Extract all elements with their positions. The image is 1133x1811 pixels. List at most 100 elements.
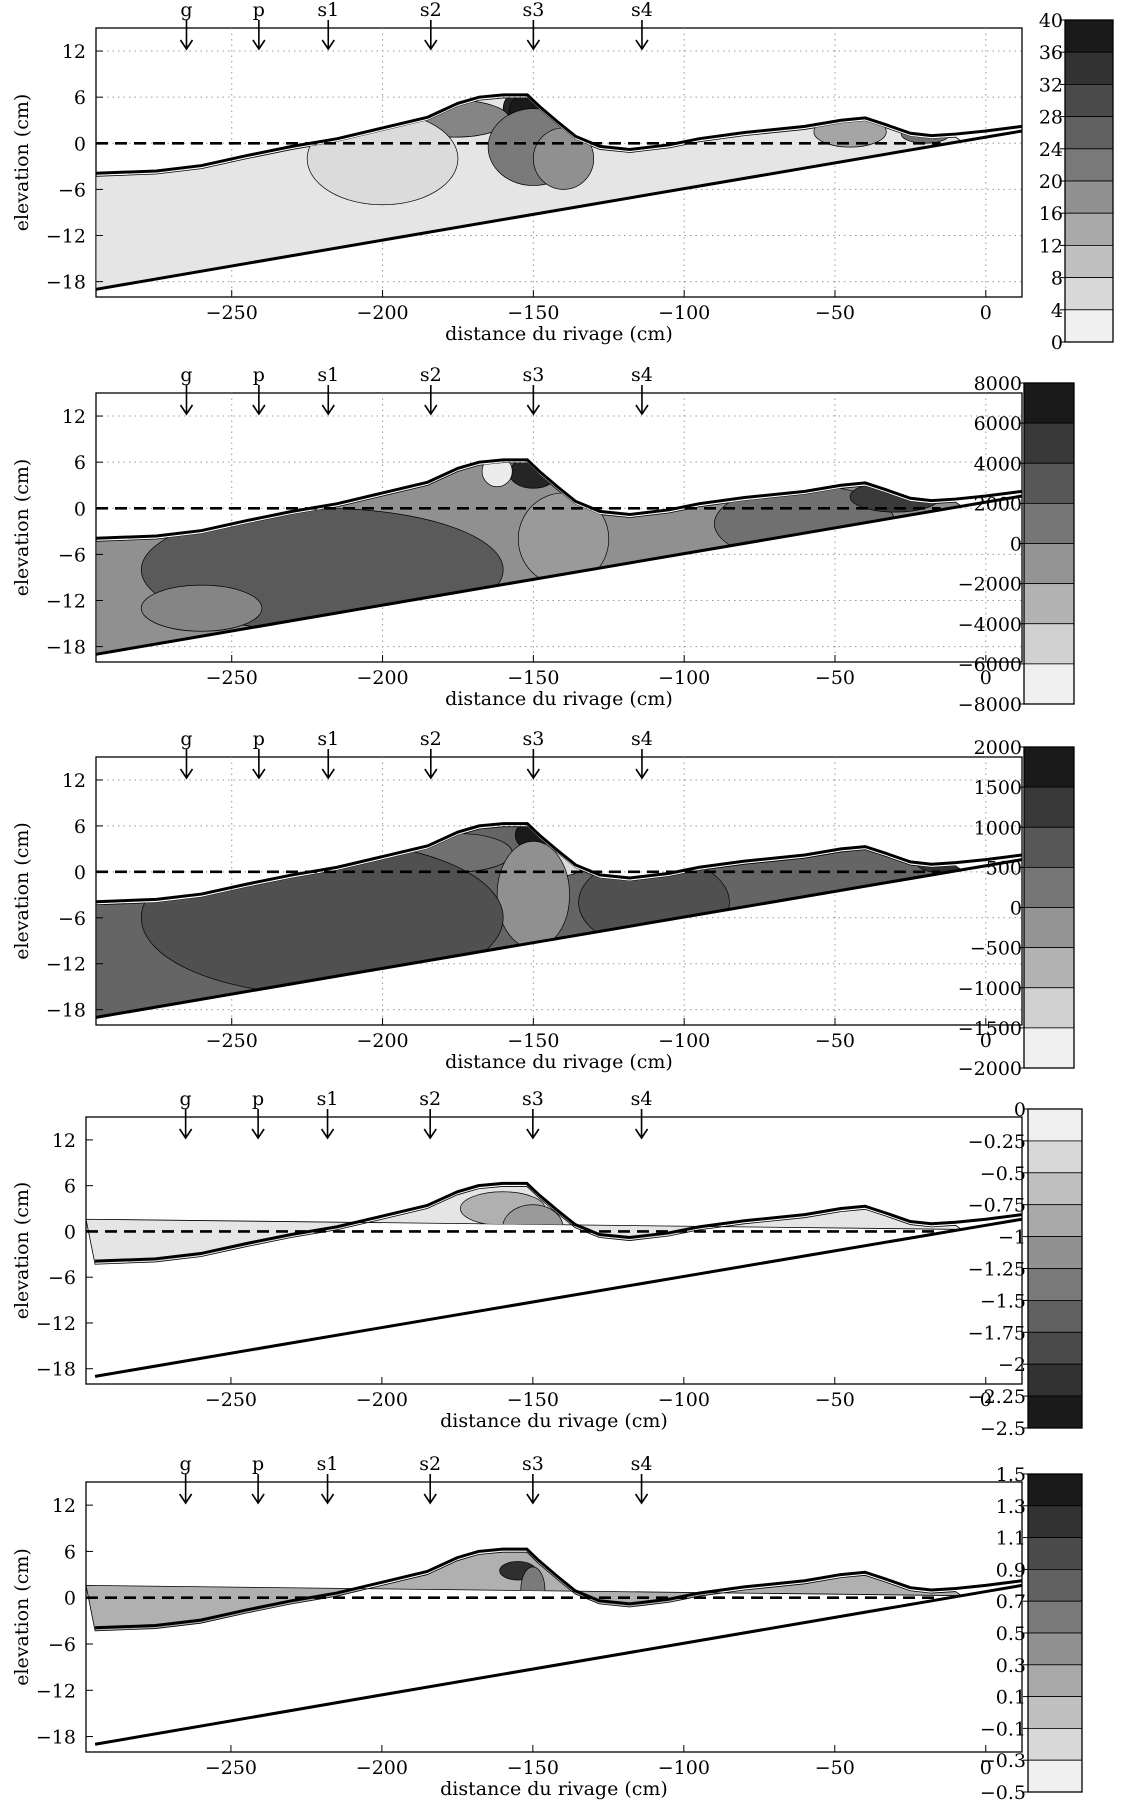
colorbar-segment [1023,746,1075,788]
sensor-arrow-head [320,1493,335,1505]
sensor-label: s3 [522,1088,544,1110]
colorbar-segment [1027,1331,1083,1365]
sensor-arrow-head [179,39,194,51]
x-tick-label: −250 [206,1030,258,1052]
y-axis-label: elevation (cm) [11,822,33,960]
sensor-label: s2 [420,728,442,750]
y-tick-label: −6 [58,544,86,566]
sensor-label: s4 [631,1453,653,1475]
x-tick-label: −50 [815,667,855,689]
colorbar-label: −500 [970,938,1022,960]
panel-4: −250 −200 −150 −100 −50 0 12 6 0 −6 −12 −18 distance… [11,1088,1083,1440]
colorbar-label: 0 [1051,332,1063,354]
colorbar-segment [1064,148,1114,182]
y-tick-label: 12 [62,406,86,428]
colorbar-label: 1.5 [996,1464,1026,1486]
colorbar-segment [1023,422,1075,464]
y-tick-label: −18 [46,637,86,659]
colorbar-segment [1027,1268,1083,1301]
sensor-label: g [180,364,192,386]
colorbar-segment [1027,1140,1083,1174]
sensor-label: s3 [522,0,544,21]
colorbar-segment [1027,1300,1083,1333]
sensor-label: s4 [631,728,653,750]
colorbar-label: −2000 [958,574,1022,596]
colorbar-label: −0.75 [968,1195,1026,1217]
x-tick-label: −200 [356,667,408,689]
y-tick-label: 0 [74,862,86,884]
sensor-arrow-head [179,404,194,416]
y-tick-label: −18 [36,1359,76,1381]
sensor-arrow-head [423,1493,437,1505]
sensor-arrow-head [252,39,266,51]
y-tick-label: −18 [46,272,86,294]
colorbar-label: 0.1 [996,1687,1026,1709]
colorbar-segment [1064,277,1114,311]
sensor-label: s3 [522,1453,544,1475]
y-tick-label: 12 [62,770,86,792]
colorbar-segment [1023,987,1075,1029]
colorbar-label: −1000 [958,978,1022,1000]
colorbar-label: −0.25 [968,1131,1026,1153]
colorbar-label: 16 [1039,203,1063,225]
colorbar-label: −2000 [958,1058,1022,1080]
colorbar-label: −1 [998,1227,1026,1249]
colorbar-segment [1027,1600,1083,1634]
colorbar-segment [1023,786,1075,828]
x-tick-label: 0 [980,1389,992,1411]
sensor-arrow-head [252,768,266,780]
panel-1: −250 −200 −150 −100 −50 0 12 6 0 −6 −12 −18 distance… [11,0,1114,354]
y-tick-label: −12 [46,226,86,248]
y-axis-label: elevation (cm) [11,94,33,232]
colorbar-segment [1027,1505,1083,1539]
colorbar-label: −2.5 [980,1418,1026,1440]
water-surface-line [95,1547,1023,1630]
y-tick-label: 12 [52,1130,76,1152]
colorbar-label: 8 [1051,268,1063,290]
sensor-label: g [180,1453,192,1475]
colorbar-label: −1.5 [980,1290,1026,1312]
sensor-arrow-head [321,768,335,780]
colorbar-segment [1064,116,1114,150]
sensor-arrow-head [424,404,438,416]
sensor-label: s4 [631,364,653,386]
colorbar-label: 28 [1039,107,1063,129]
y-tick-label: −12 [46,591,86,613]
sensor-arrow-head [321,404,335,416]
colorbar-label: 1500 [974,777,1022,799]
sensor-label: s2 [420,0,442,21]
colorbar-segment [1064,180,1114,214]
colorbar-label: −8000 [958,694,1022,716]
colorbar-segment [1027,1728,1083,1761]
sensor-label: s3 [522,728,544,750]
sensor-label: p [253,364,265,386]
x-tick-label: 0 [980,302,992,324]
colorbar-segment [1064,244,1114,278]
x-tick-label: −150 [507,1389,559,1411]
bottom-line [95,858,1023,1019]
sensor-label: p [253,0,265,21]
colorbar-segment [1023,1027,1075,1069]
x-tick-label: 0 [980,667,992,689]
x-tick-label: −50 [815,1030,855,1052]
colorbar-segment [1027,1632,1083,1666]
colorbar-segment [1027,1204,1083,1237]
colorbar-segment [1027,1664,1083,1698]
contour-region [496,840,570,949]
colorbar-label: −0.5 [980,1163,1026,1185]
colorbar-segment [1023,663,1075,705]
colorbar-segment [1027,1759,1083,1793]
x-axis-label: distance du rivage (cm) [440,1778,668,1800]
colorbar-segment [1027,1569,1083,1602]
x-tick-label: −100 [658,1389,710,1411]
colorbar-segment [1027,1696,1083,1729]
sensor-arrow-head [635,404,649,416]
x-tick-label: −200 [356,1389,408,1411]
x-tick-label: −100 [658,1757,710,1779]
colorbar-segment [1023,502,1075,544]
sensor-label: g [180,1088,192,1110]
sensor-label: s2 [419,1453,441,1475]
colorbar-label: 1.3 [996,1496,1026,1518]
sensor-label: g [180,728,192,750]
y-tick-label: −12 [36,1680,76,1702]
